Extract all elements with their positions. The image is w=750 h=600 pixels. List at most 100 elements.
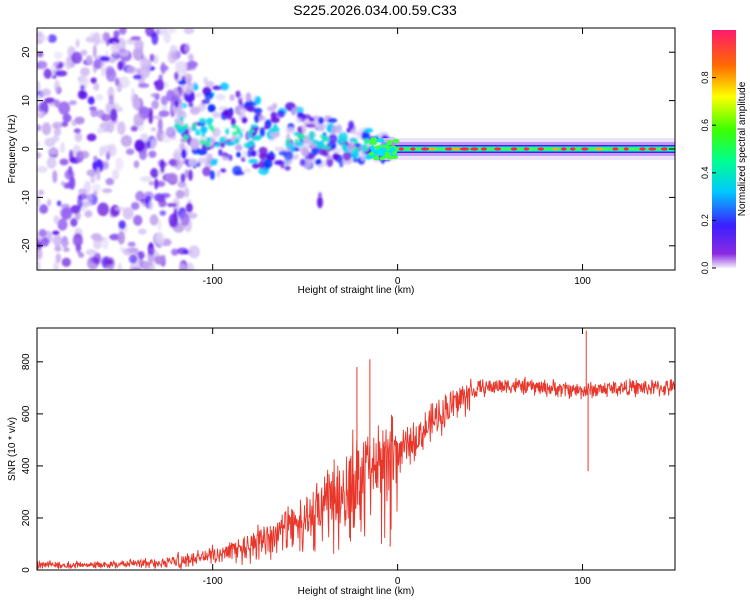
noise-blob xyxy=(158,110,170,118)
noise-blob xyxy=(165,28,177,34)
transition-highlight xyxy=(195,129,200,133)
transition-highlight xyxy=(231,131,238,136)
transition-blob xyxy=(189,140,199,150)
transition-blob xyxy=(308,117,315,122)
transition-highlight xyxy=(319,134,325,138)
colorbar-label: Normalized spectral amplitude xyxy=(737,81,748,216)
noise-blob xyxy=(53,260,59,270)
transition-blob xyxy=(271,102,278,110)
transition-blob xyxy=(351,131,363,136)
transition-highlight xyxy=(208,125,215,130)
spectrogram-ytick-label: -20 xyxy=(21,238,32,253)
noise-blob xyxy=(99,55,110,62)
stable-line-peak xyxy=(420,147,430,151)
stable-line-peak xyxy=(459,147,470,151)
noise-blob xyxy=(90,174,96,184)
noise-blob xyxy=(119,246,125,252)
transition-highlight xyxy=(294,138,299,144)
colorbar-tick-label: 0.0 xyxy=(700,262,710,275)
transition-blob xyxy=(195,92,203,98)
noise-blob xyxy=(175,60,187,74)
stable-line-peak xyxy=(552,147,559,151)
spectrogram-xtick-label: 0 xyxy=(395,276,401,287)
noise-blob xyxy=(160,159,165,173)
stable-line-peak xyxy=(595,147,604,151)
transition-blob xyxy=(317,163,324,169)
noise-blob xyxy=(53,51,63,60)
transition-blob xyxy=(234,144,243,152)
noise-blob xyxy=(174,90,180,96)
noise-blob xyxy=(86,192,93,203)
noise-blob xyxy=(185,202,193,213)
stable-line-peak xyxy=(660,147,668,151)
transition-blob xyxy=(222,109,229,116)
noise-blob xyxy=(75,243,82,254)
transition-blob xyxy=(301,147,310,158)
transition-blob xyxy=(279,161,285,169)
noise-blob xyxy=(164,81,169,89)
noise-blob xyxy=(130,125,138,132)
transition-blob xyxy=(180,173,186,183)
transition-highlight xyxy=(219,136,227,143)
noise-blob xyxy=(52,74,57,80)
noise-blob xyxy=(87,96,95,105)
transition-highlight xyxy=(173,124,180,129)
transition-blob xyxy=(225,141,236,146)
transition-blob xyxy=(254,114,260,124)
spectrogram-ytick-label: -10 xyxy=(21,190,32,205)
noise-blob xyxy=(78,188,87,196)
noise-blob xyxy=(119,28,127,35)
noise-blob xyxy=(158,118,163,133)
snr-xtick-label: 100 xyxy=(574,576,591,587)
noise-blob xyxy=(178,263,186,270)
transition-highlight xyxy=(191,123,197,128)
noise-blob xyxy=(188,245,200,259)
transition-highlight xyxy=(248,129,255,133)
transition-blob xyxy=(243,168,252,173)
noise-blob xyxy=(74,132,83,143)
stable-line-onset xyxy=(392,139,400,144)
noise-blob xyxy=(133,215,143,226)
noise-blob xyxy=(159,210,167,216)
noise-blob xyxy=(38,189,45,196)
transition-blob xyxy=(246,149,252,158)
noise-blob xyxy=(152,115,164,120)
noise-blob xyxy=(85,55,93,65)
noise-blob xyxy=(184,187,190,198)
noise-blob xyxy=(96,109,105,119)
noise-blob xyxy=(62,241,70,246)
stable-line-peak xyxy=(451,147,462,151)
isolated-blob xyxy=(316,196,323,209)
noise-blob xyxy=(68,176,76,190)
colorbar: 0.0 0.2 0.4 0.6 0.8 Normalized spectral ampl… xyxy=(700,30,748,274)
transition-blob xyxy=(192,83,199,91)
noise-blob xyxy=(37,248,43,260)
transition-blob xyxy=(239,108,248,114)
noise-blob xyxy=(130,267,142,270)
stable-line-peak xyxy=(444,147,453,151)
transition-blob xyxy=(311,146,319,156)
transition-highlight xyxy=(274,127,280,133)
noise-blob xyxy=(59,158,69,166)
transition-blob xyxy=(254,96,262,105)
noise-blob xyxy=(77,89,87,100)
noise-blob xyxy=(62,113,72,123)
transition-highlight xyxy=(324,146,331,150)
noise-blob xyxy=(92,236,105,242)
transition-blob xyxy=(235,90,241,98)
snr-ytick-label: 0 xyxy=(21,567,32,573)
transition-highlight xyxy=(316,142,321,150)
transition-blob xyxy=(327,134,338,144)
transition-blob xyxy=(317,117,325,125)
noise-blob xyxy=(43,68,52,79)
transition-blob xyxy=(238,97,243,105)
noise-blob xyxy=(102,31,110,42)
transition-highlight xyxy=(271,128,276,134)
noise-blob xyxy=(126,65,137,74)
noise-blob xyxy=(184,169,190,178)
noise-blob xyxy=(75,39,80,48)
transition-highlight xyxy=(231,125,239,129)
noise-blob xyxy=(85,249,97,256)
transition-blob xyxy=(229,94,235,102)
noise-blob xyxy=(97,202,109,217)
